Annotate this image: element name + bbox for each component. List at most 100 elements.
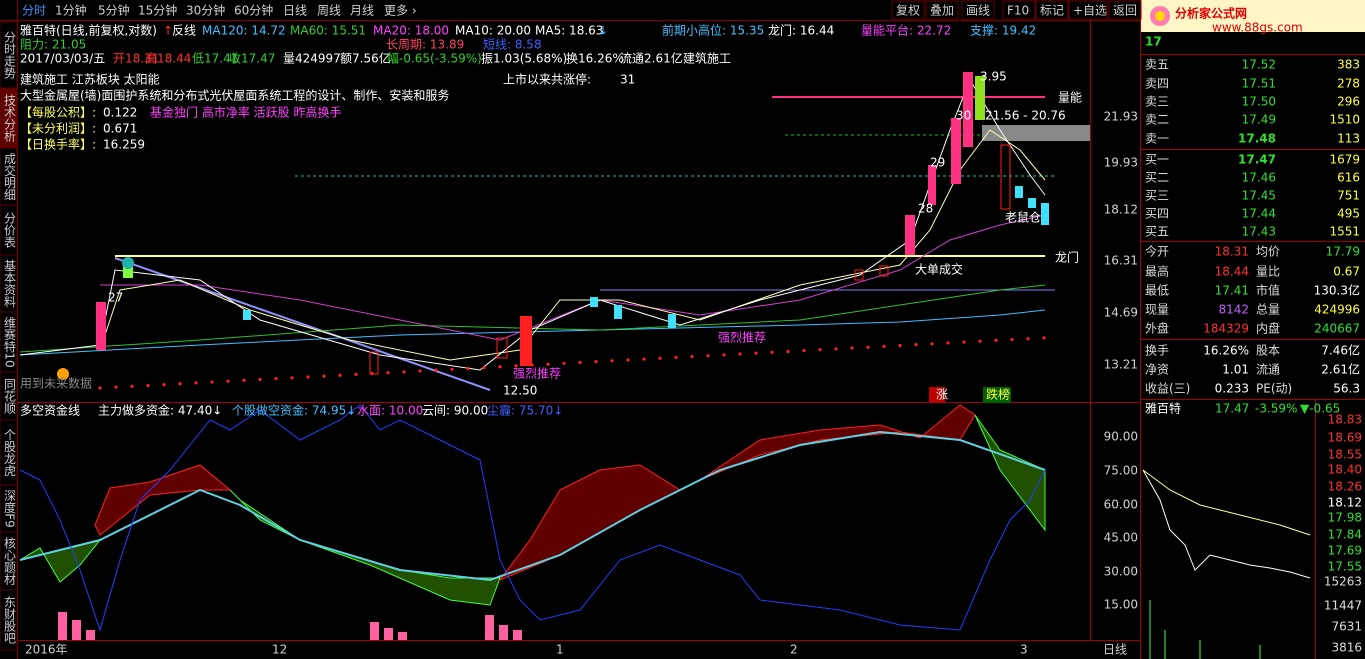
annotation: 3.95 [980,70,1007,84]
candle [520,316,532,366]
toolbar-action[interactable]: 返回 [1113,4,1137,18]
logo-url: www.88gs.com [1212,21,1303,35]
support-dot [818,348,822,352]
stat-value: 240667 [1314,322,1360,336]
sidebar-tab[interactable]: 个股龙虎 [3,428,17,477]
candle [854,269,864,281]
quote-item: 流通2.61亿 [620,51,683,66]
stat-value: 18.44 [1215,265,1249,279]
toolbar-action[interactable]: 画线 [966,4,990,18]
header-item: 长周期: 13.89 [386,38,464,52]
period-tab[interactable]: 30分钟 [186,3,225,18]
period-tab[interactable]: 分时 [22,4,46,18]
sidebar-tab[interactable]: 维赛特10 [3,316,17,368]
support-dot [786,349,790,354]
book-price: 17.51 [1242,77,1276,91]
quote-item: 建筑施工 [683,51,731,66]
toolbar-action[interactable]: 复权 [896,4,920,18]
price-axis-label: 18.12 [1104,203,1138,217]
stat-label: 外盘 [1145,321,1169,336]
mini-axis-label: 18.40 [1328,463,1362,477]
indicator-item: 水面: 10.00 [357,404,423,418]
book-price: 17.49 [1242,113,1276,127]
sidebar-tab[interactable]: 同花顺 [3,378,17,414]
period-tab[interactable]: 60分钟 [234,3,273,18]
indicator-item: 云间: 90.00 [422,404,488,418]
stat-value: 184329 [1203,322,1249,336]
mini-name: 雅百特 [1145,401,1181,416]
badge [929,387,945,403]
support-dot [98,386,102,390]
support-dot [258,377,262,382]
header-item: MA120: 14.72 [202,24,286,38]
period-tab[interactable]: 日线 [283,4,307,18]
toolbar-button [1002,0,1036,20]
sidebar-tab[interactable]: 核心题材 [3,537,17,585]
period-tab[interactable]: 5分钟 [98,3,130,18]
date-label: 3 [1020,643,1028,657]
toolbar-action[interactable]: 叠加 [930,4,954,18]
quote-item: 高18.44 [145,51,191,66]
stat-value: 1.01 [1222,363,1249,377]
limit-up-label: 上市以来共涨停: [503,72,591,87]
annotation: 老鼠仓 [1005,211,1041,225]
stat-label: 总量 [1256,303,1280,317]
book-price: 17.52 [1242,58,1276,72]
sidebar-tab[interactable]: 技术分析 [3,94,17,143]
stat-label: 净资 [1145,363,1169,377]
annotation: 30 [956,109,971,123]
tags: 基金独门 高市净率 活跃股 昨高换手 [150,105,341,120]
period-label[interactable]: 日线 [1103,643,1127,657]
date-label: 1 [556,643,564,657]
annotation: 27 [108,291,123,305]
candle [590,297,598,307]
toolbar-button [1108,0,1142,20]
period-tab[interactable]: 周线 [317,4,341,18]
sidebar-tab[interactable]: 东财股吧 [3,596,17,644]
support-dot [306,375,310,379]
header-item: MA10: 20.00 [455,24,531,38]
stat-label: 今开 [1145,244,1169,259]
annotation: 跌榜 [986,387,1010,402]
quote-item: 2017/03/03/五 [20,52,105,66]
support-dot [626,358,630,362]
mini-axis-label: 17.69 [1328,544,1362,558]
book-volume: 616 [1337,171,1360,185]
candle [1015,186,1023,198]
stat-value: 8142 [1218,303,1249,317]
mini-volume-label: 15263 [1324,575,1362,589]
ma60 [19,284,1046,353]
toolbar-action[interactable]: +自选 [1073,4,1107,18]
toolbar-action[interactable]: F10 [1007,4,1029,18]
date-label: 12 [272,643,287,657]
sidebar-tab[interactable]: 分时走势 [3,31,17,79]
bar [86,630,95,640]
sidebar-tab[interactable]: 基本资料 [3,259,17,307]
book-label: 买三 [1145,189,1169,203]
support-dot [386,371,390,375]
sidebar-tab[interactable]: 成交明细 [3,152,17,200]
period-tab[interactable]: 15分钟 [138,3,177,18]
volume-bars [58,612,522,640]
fundamental-value: 0.122 [103,106,137,120]
support-dot [930,342,934,346]
annotation: 强烈推荐 [718,331,766,345]
candle [668,314,676,328]
sidebar-tab[interactable]: 深度F9 [3,489,17,528]
support-dot [1010,337,1014,342]
sidebar-tab[interactable]: 分价表 [3,212,17,248]
toolbar-action[interactable]: 标记 [1040,4,1064,18]
sidebar-tab-bg [0,589,18,651]
period-tab[interactable]: 更多 › [384,4,417,18]
support-dot [114,385,118,389]
period-tab[interactable]: 1分钟 [55,3,87,18]
support-dot [210,380,214,384]
support-dot [658,356,662,360]
support-dot [482,366,486,370]
annotation: 21.56 - 20.76 [985,109,1066,123]
period-tab[interactable]: 月线 [350,4,374,18]
support-dot [754,351,758,355]
support-dot [466,366,470,371]
